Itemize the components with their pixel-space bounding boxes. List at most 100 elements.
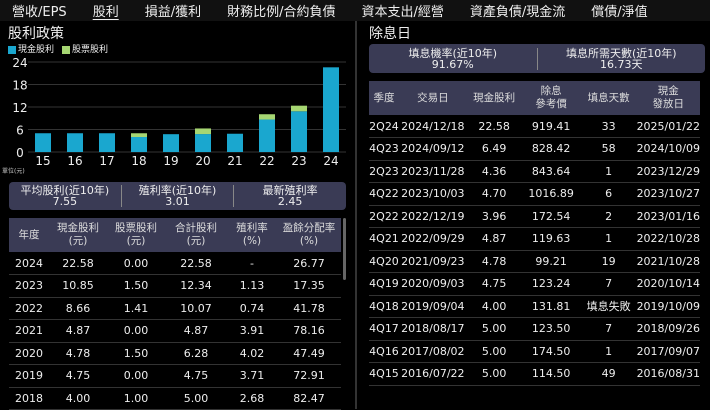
table-row: 2021 4.87 0.00 4.87 3.91 78.16 xyxy=(9,319,341,343)
table-row: 2019 4.75 0.00 4.75 3.71 72.91 xyxy=(9,364,341,388)
table-cell: 843.64 xyxy=(521,160,581,183)
table-cell: 4Q21 xyxy=(369,227,399,251)
table-cell: 4.75 xyxy=(49,364,107,388)
stat-value: 16.73天 xyxy=(600,57,643,71)
table-cell: 4.36 xyxy=(466,160,522,183)
table-cell: 5.00 xyxy=(165,387,227,410)
x-tick-label: 23 xyxy=(291,154,306,168)
table-cell: 2018/08/17 xyxy=(398,317,467,341)
table-row: 2022 8.66 1.41 10.07 0.74 41.78 xyxy=(9,297,341,320)
y-tick-label: 6 xyxy=(16,124,24,138)
x-tick-label: 15 xyxy=(35,154,50,168)
x-tick-label: 18 xyxy=(131,154,146,168)
table-cell: 19 xyxy=(580,250,637,273)
nav-tab[interactable]: 股利 xyxy=(92,5,119,20)
stat-value: 7.55 xyxy=(52,195,78,208)
table-cell: 2021 xyxy=(9,319,49,343)
table-cell: 填息失敗 xyxy=(580,295,637,318)
bar-cash xyxy=(259,119,275,152)
table-cell: 4Q17 xyxy=(369,317,399,341)
table-cell: 2025/01/22 xyxy=(636,115,700,138)
dividend-policy-title: 股利政策 xyxy=(8,26,64,42)
x-tick-label: 24 xyxy=(323,154,338,168)
nav-tab[interactable]: 營收/EPS xyxy=(12,5,67,20)
table-cell: 0.74 xyxy=(227,297,277,320)
chart-legend: 現金股利 股票股利 xyxy=(8,42,108,55)
table-cell: 58 xyxy=(580,137,637,161)
table-row: 2020 4.78 1.50 6.28 4.02 47.49 xyxy=(9,342,341,365)
bar-stock xyxy=(195,128,211,135)
legend-stock: 股票股利 xyxy=(62,42,108,55)
table-row: 4Q15 2016/07/22 5.00 114.50 49 2016/08/31 xyxy=(369,362,700,386)
table-cell: 1.41 xyxy=(107,297,165,320)
table-row: 4Q19 2020/09/03 4.75 123.24 7 2020/10/14 xyxy=(369,272,700,296)
top-nav: 營收/EPS 股利 損益/獲利 財務比例/合約負債 資本支出/經營 資產負債/現金流 償債/… xyxy=(0,0,710,21)
nav-tab[interactable]: 償債/淨值 xyxy=(591,5,648,20)
summary-stat: 填息所需天數(近10年) 16.73天 xyxy=(538,48,706,70)
bar-stock xyxy=(291,105,307,112)
table-row: 2Q23 2023/11/28 4.36 843.64 1 2023/12/29 xyxy=(369,160,700,183)
table-cell: 1016.89 xyxy=(521,182,581,206)
column-header: 股票股利 (元) xyxy=(107,218,165,252)
table-cell: 4.75 xyxy=(466,272,522,296)
table-cell: 2022/09/29 xyxy=(398,227,467,251)
table-cell: 4.00 xyxy=(49,387,107,410)
table-cell: 119.63 xyxy=(521,227,581,251)
table-row: 4Q21 2022/09/29 4.87 119.63 1 2022/10/28 xyxy=(369,227,700,251)
table-row: 4Q18 2019/09/04 4.00 131.81 填息失敗 2019/10/09 xyxy=(369,295,700,318)
table-cell: 72.91 xyxy=(277,364,341,388)
table-cell: 7 xyxy=(580,272,637,296)
table-cell: 22.58 xyxy=(49,252,107,275)
table-cell: 0.00 xyxy=(107,252,165,275)
ex-dividend-title: 除息日 xyxy=(369,26,411,42)
table-row: 4Q22 2023/10/03 4.70 1016.89 6 2023/10/27 xyxy=(369,182,700,206)
table-cell: - xyxy=(227,252,277,275)
bar-stock xyxy=(131,133,147,137)
table-row: 4Q16 2017/08/02 5.00 174.50 1 2017/09/07 xyxy=(369,340,700,363)
table-cell: 2023 xyxy=(9,274,49,298)
nav-tab[interactable]: 損益/獲利 xyxy=(144,5,202,20)
table-cell: 2023/01/16 xyxy=(636,205,700,228)
summary-stat: 殖利率(近10年) 3.01 xyxy=(122,185,235,207)
summary-stat: 最新殖利率 2.45 xyxy=(234,185,346,207)
table-cell: 4Q16 xyxy=(369,340,399,363)
table-cell: 4.87 xyxy=(49,319,107,343)
table-cell: 2Q23 xyxy=(369,160,399,183)
table-header: 年度 現金股利 (元) 股票股利 (元) 合計股利 (元) 殖利率 (%) 盈餘分配率 (%) xyxy=(9,218,341,252)
table-cell: 0.00 xyxy=(107,319,165,343)
stat-label: 最新殖利率 xyxy=(262,184,318,197)
stat-label: 填息所需天數(近10年) xyxy=(565,46,677,60)
table-cell: 2022/12/19 xyxy=(398,205,467,228)
table-cell: 2019 xyxy=(9,364,49,388)
nav-tab[interactable]: 資本支出/經營 xyxy=(361,5,444,20)
stat-label: 填息機率(近10年) xyxy=(408,46,498,60)
column-header: 現金股利 (元) xyxy=(49,218,107,252)
table-cell: 2Q24 xyxy=(369,115,399,138)
scrollbar[interactable] xyxy=(343,218,346,280)
table-cell: 5.00 xyxy=(466,362,522,386)
table-cell: 3.96 xyxy=(466,205,522,228)
y-tick-label: 12 xyxy=(12,101,27,115)
column-header: 年度 xyxy=(9,218,49,252)
table-cell: 6 xyxy=(580,182,637,206)
table-cell: 82.47 xyxy=(277,387,341,410)
table-cell: 2Q22 xyxy=(369,205,399,228)
table-cell: 17.35 xyxy=(277,274,341,298)
table-cell: 8.66 xyxy=(49,297,107,320)
nav-tab[interactable]: 資產負債/現金流 xyxy=(469,5,566,20)
nav-tab[interactable]: 財務比例/合約負債 xyxy=(227,5,336,20)
bar-cash xyxy=(163,134,179,152)
table-cell: 2020/09/03 xyxy=(398,272,467,296)
stat-value: 3.01 xyxy=(165,195,190,208)
panel-divider xyxy=(355,21,357,409)
table-cell: 2019/10/09 xyxy=(636,295,700,318)
column-header: 現金股利 xyxy=(466,81,522,115)
bar-cash xyxy=(99,133,115,152)
x-tick-label: 20 xyxy=(195,154,210,168)
table-cell: 10.85 xyxy=(49,274,107,298)
stat-value: 2.45 xyxy=(277,195,303,208)
table-cell: 4.02 xyxy=(227,342,277,365)
bar-cash xyxy=(323,67,339,152)
table-row: 4Q17 2018/08/17 5.00 123.50 7 2018/09/26 xyxy=(369,317,700,341)
table-cell: 47.49 xyxy=(277,342,341,365)
